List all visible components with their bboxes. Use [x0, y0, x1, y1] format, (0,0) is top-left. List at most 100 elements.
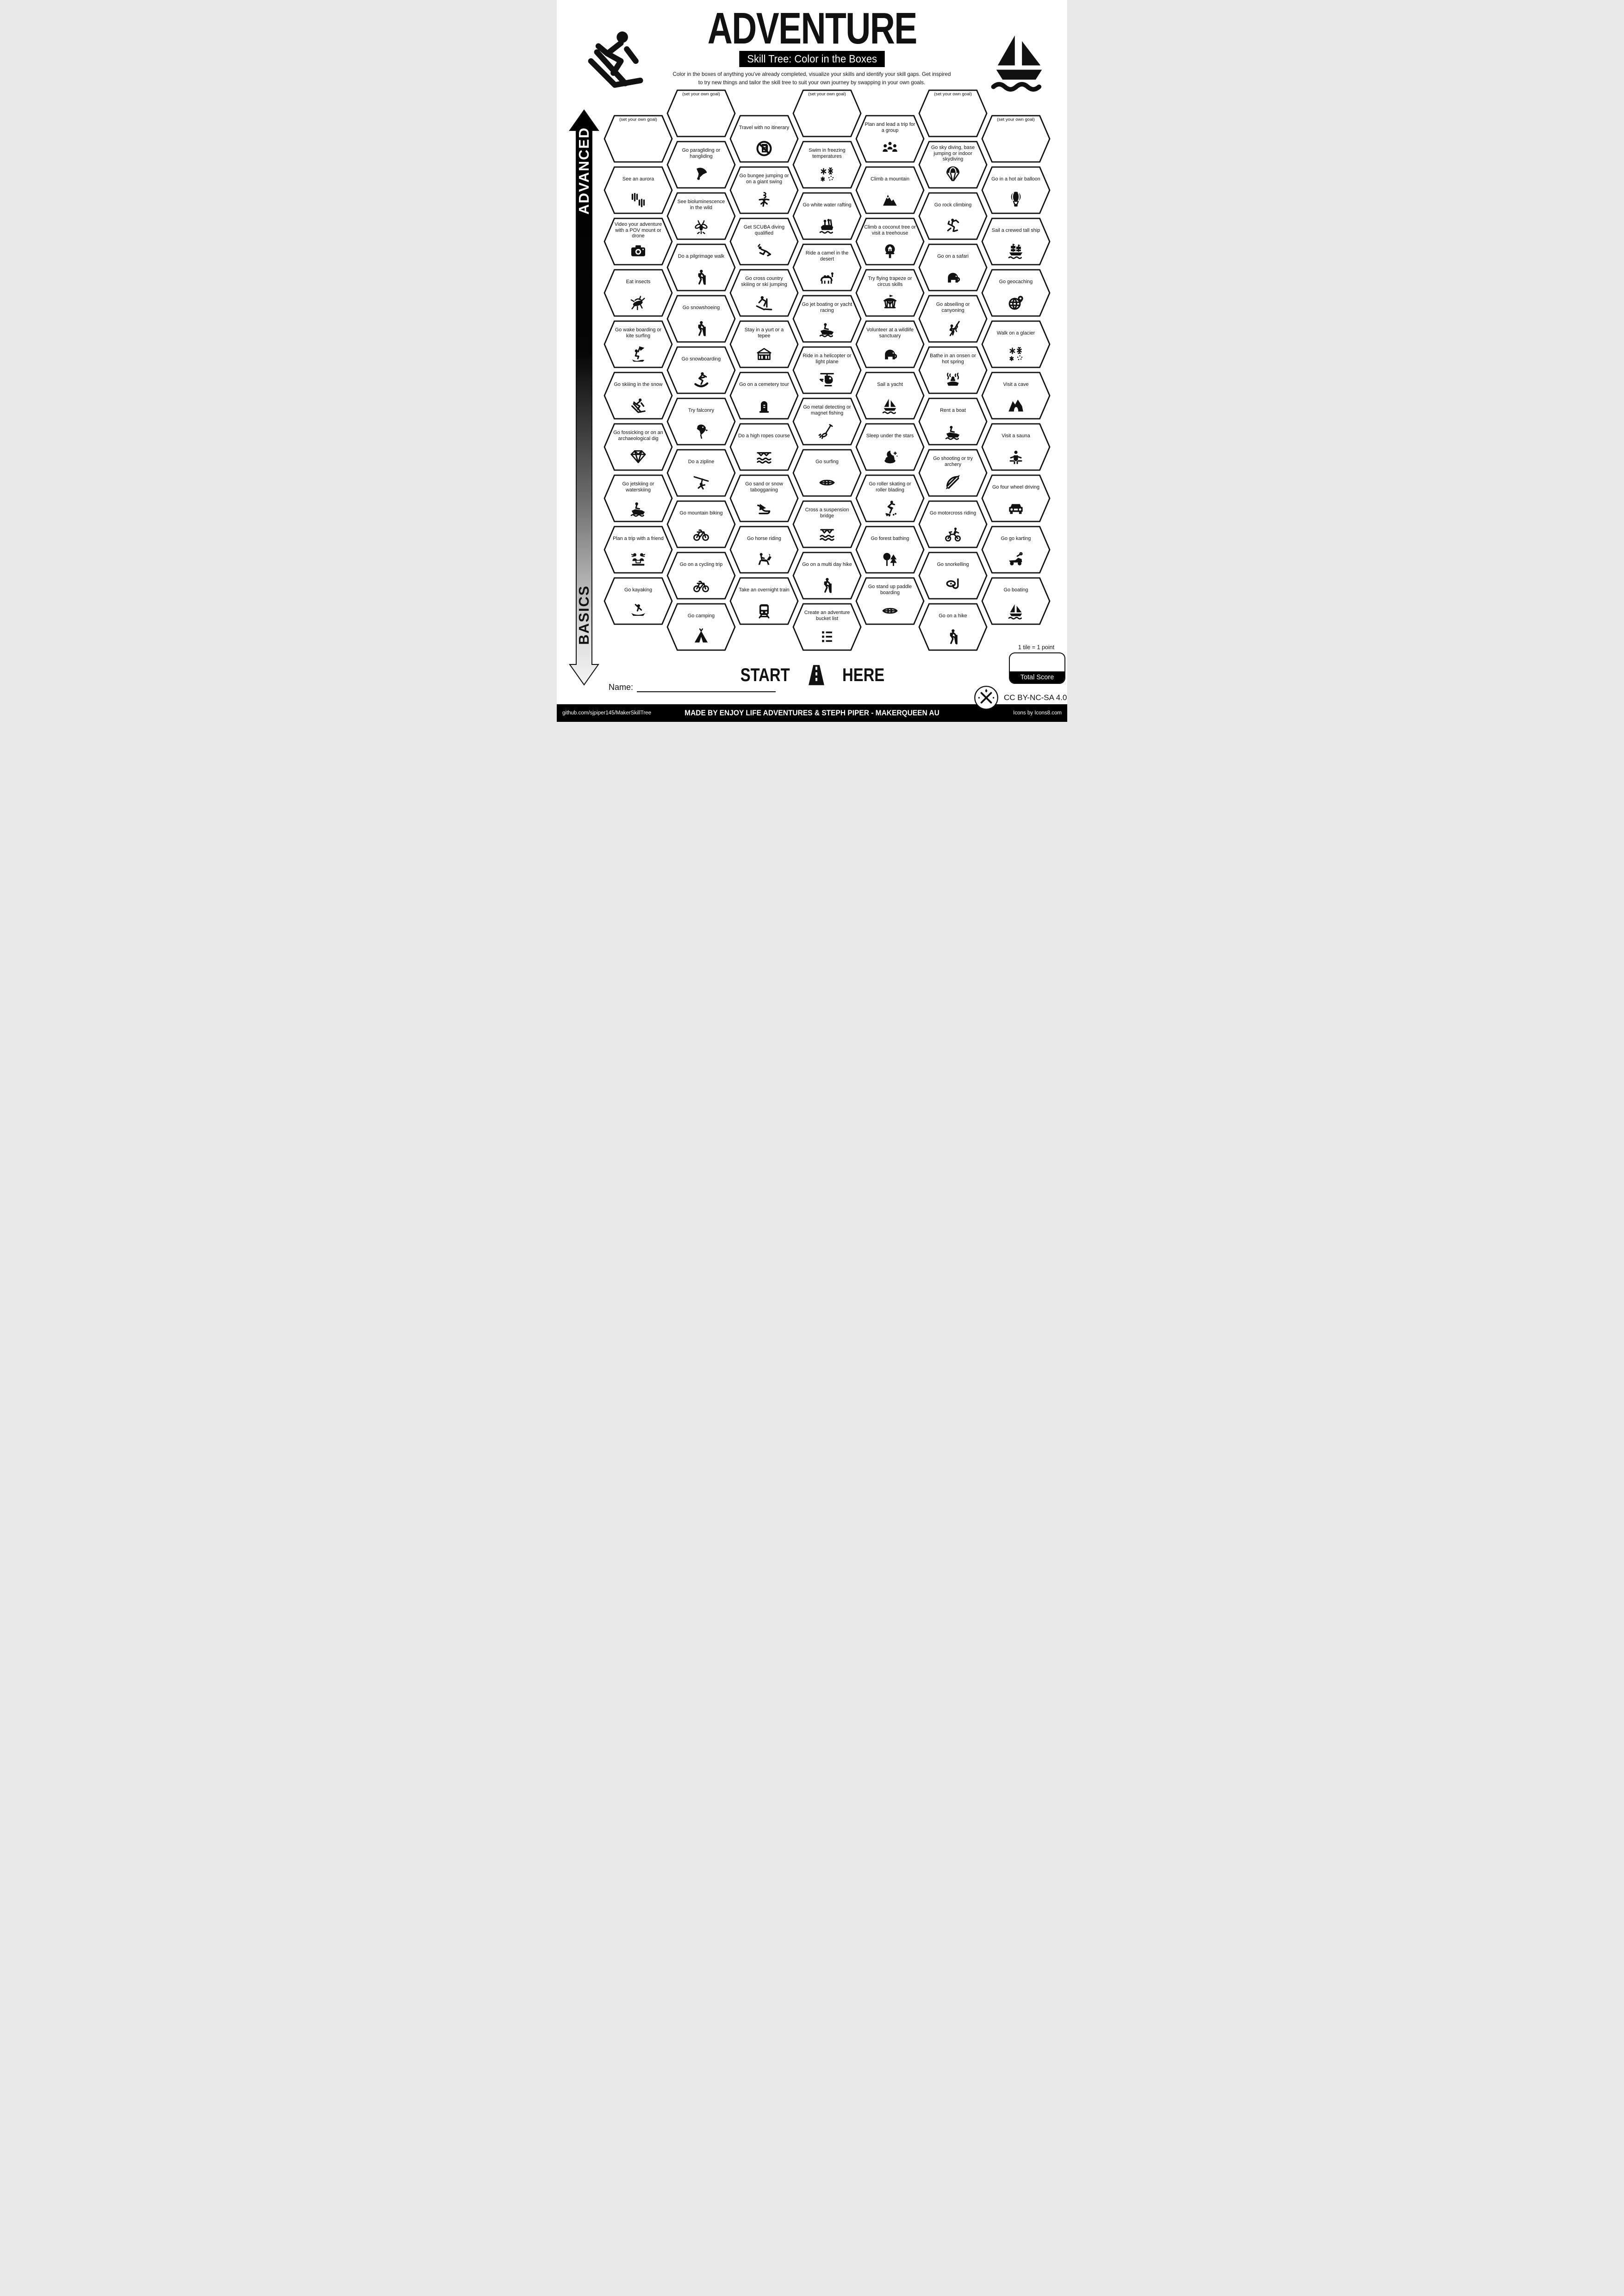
sauna-icon [981, 447, 1051, 467]
hex-swim-in-freezing-temperatures[interactable]: Swim in freezing temperatures [792, 141, 862, 189]
hex-go-abseiling-or-canyoning[interactable]: Go abseiling or canyoning [918, 295, 988, 343]
hex-label: (set your own goal) [934, 92, 972, 97]
name-input-line[interactable] [637, 682, 776, 692]
hex-plan-a-trip-with-a-friend[interactable]: Plan a trip with a friend [604, 526, 673, 574]
hex-go-stand-up-paddle-boarding[interactable]: Go stand up paddle boarding [855, 577, 925, 625]
hex-go-on-a-cycling-trip[interactable]: Go on a cycling trip [666, 552, 736, 600]
hex-go-rock-climbing[interactable]: Go rock climbing [918, 192, 988, 240]
hex-go-camping[interactable]: Go camping [666, 603, 736, 651]
hex-go-snowshoeing[interactable]: Go snowshoeing [666, 295, 736, 343]
hex-outline [729, 217, 799, 266]
hex-set-your-own-goal-c6r1[interactable]: (set your own goal) [918, 89, 988, 137]
metal-detector-icon [792, 421, 862, 441]
abseil-icon [918, 318, 988, 339]
hex-rent-a-boat[interactable]: Rent a boat [918, 397, 988, 446]
hex-visit-a-sauna[interactable]: Visit a sauna [981, 423, 1051, 471]
hex-video-your-adventure-with-a-pov-mount-or-drone[interactable]: Video your adventure with a POV mount or… [604, 217, 673, 266]
motocross-icon [918, 524, 988, 544]
hex-outline [855, 166, 925, 214]
hex-go-sand-or-snow-tabogganing[interactable]: Go sand or snow tabogganing [729, 474, 799, 522]
hex-go-snorkelling[interactable]: Go snorkelling [918, 552, 988, 600]
train-icon [729, 601, 799, 621]
hex-sail-a-yacht[interactable]: Sail a yacht [855, 372, 925, 420]
hex-outline [604, 577, 673, 625]
hex-set-your-own-goal-c1r1[interactable]: (set your own goal) [604, 115, 673, 163]
hex-go-on-a-cemetery-tour[interactable]: Go on a cemetery tour [729, 372, 799, 420]
kitesurf-icon [604, 344, 673, 364]
hex-volunteer-at-a-wildlife-sanctuary[interactable]: Volunteer at a wildlife sanctuary [855, 320, 925, 368]
hex-get-scuba-diving-qualified[interactable]: Get SCUBA diving qualified [729, 217, 799, 266]
hex-go-cross-country-skiiing-or-ski-jumping[interactable]: Go cross country skiiing or ski jumping [729, 269, 799, 317]
hex-label: Go roller skating or roller blading [869, 481, 911, 493]
hex-stay-in-a-yurt-or-a-tepee[interactable]: Stay in a yurt or a tepee [729, 320, 799, 368]
hex-travel-with-no-itinerary[interactable]: Travel with no itinerary [729, 115, 799, 163]
hex-go-go-karting[interactable]: Go go karting [981, 526, 1051, 574]
hex-label: Go kayaking [624, 587, 652, 593]
hex-create-an-adventure-bucket-list[interactable]: Create an adventure bucket list [792, 603, 862, 651]
hex-walk-on-a-glacier[interactable]: Walk on a glacier [981, 320, 1051, 368]
hex-try-falconry[interactable]: Try falconry [666, 397, 736, 446]
hex-bathe-in-an-onsen-or-hot-spring[interactable]: Bathe in an onsen or hot spring [918, 346, 988, 394]
hex-go-fossicking-or-on-an-archaeological-dig[interactable]: Go fossicking or on an archaeological di… [604, 423, 673, 471]
hex-go-mountain-biking[interactable]: Go mountain biking [666, 500, 736, 548]
hex-go-paragliding-or-hangliding[interactable]: Go paragliding or hangliding [666, 141, 736, 189]
hex-sleep-under-the-stars[interactable]: Sleep under the stars [855, 423, 925, 471]
hex-outline [792, 295, 862, 343]
hex-go-kayaking[interactable]: Go kayaking [604, 577, 673, 625]
grasshopper-icon [604, 292, 673, 313]
hex-set-your-own-goal-c7r1[interactable]: (set your own goal) [981, 115, 1051, 163]
hex-do-a-pilgrimage-walk[interactable]: Do a pilgrimage walk [666, 243, 736, 292]
hex-label: Sleep under the stars [866, 433, 914, 439]
hex-see-an-aurora[interactable]: See an aurora [604, 166, 673, 214]
hex-label: Go on a hike [939, 613, 967, 619]
hex-set-your-own-goal-c4r1[interactable]: (set your own goal) [792, 89, 862, 137]
hex-go-jetskiing-or-waterskiing[interactable]: Go jetskiing or waterskiing [604, 474, 673, 522]
hex-plan-and-lead-a-trip-for-a-group[interactable]: Plan and lead a trip for a group [855, 115, 925, 163]
hex-go-four-wheel-driving[interactable]: Go four wheel driving [981, 474, 1051, 522]
hex-label: See an aurora [622, 176, 654, 182]
hex-go-white-water-rafting[interactable]: Go white water rafting [792, 192, 862, 240]
total-score-box[interactable]: Total Score [1009, 652, 1065, 684]
hex-go-on-a-hike[interactable]: Go on a hike [918, 603, 988, 651]
mountain-icon [855, 190, 925, 210]
hex-label: Rent a boat [940, 407, 966, 413]
hex-take-an-overnight-train[interactable]: Take an overnight train [729, 577, 799, 625]
hex-go-in-a-hot-air-balloon[interactable]: Go in a hot air balloon [981, 166, 1051, 214]
hex-go-metal-detecting-or-magnet-fishing[interactable]: Go metal detecting or magnet fishing [792, 397, 862, 446]
hex-set-your-own-goal-c2r1[interactable]: (set your own goal) [666, 89, 736, 137]
hex-go-roller-skating-or-roller-blading[interactable]: Go roller skating or roller blading [855, 474, 925, 522]
hex-go-skiiing-in-the-snow[interactable]: Go skiiing in the snow [604, 372, 673, 420]
hex-do-a-zipline[interactable]: Do a zipline [666, 449, 736, 497]
hex-go-motorcross-riding[interactable]: Go motorcross riding [918, 500, 988, 548]
hex-label: Go snorkelling [937, 561, 969, 567]
hex-go-horse-riding[interactable]: Go horse riding [729, 526, 799, 574]
hex-try-flying-trapeze-or-circus-skills[interactable]: Try flying trapeze or circus skills [855, 269, 925, 317]
hex-climb-a-coconut-tree-or-visit-a-treehouse[interactable]: Climb a coconut tree or visit a treehous… [855, 217, 925, 266]
hex-go-bungee-jumping-or-on-a-giant-swing[interactable]: Go bungee jumping or on a giant swing [729, 166, 799, 214]
hex-climb-a-mountain[interactable]: Climb a mountain [855, 166, 925, 214]
hex-go-wake-boarding-or-kite-surfing[interactable]: Go wake boarding or kite surfing [604, 320, 673, 368]
hex-ride-in-a-helicopter-or-light-plane[interactable]: Ride in a helicopter or light plane [792, 346, 862, 394]
difficulty-axis-arrow: ADVANCED BASICS [569, 109, 599, 686]
hex-do-a-high-ropes-course[interactable]: Do a high ropes course [729, 423, 799, 471]
hex-cross-a-suspension-bridge[interactable]: Cross a suspension bridge [792, 500, 862, 548]
hex-go-on-a-safari[interactable]: Go on a safari [918, 243, 988, 292]
hex-outline [729, 269, 799, 317]
hex-visit-a-cave[interactable]: Visit a cave [981, 372, 1051, 420]
hex-go-shooting-or-try-archery[interactable]: Go shooting or try archery [918, 449, 988, 497]
geocache-icon [981, 292, 1051, 313]
hex-go-surfing[interactable]: Go surfing [792, 449, 862, 497]
hex-label: Go forest bathing [871, 535, 909, 541]
hex-go-geocaching[interactable]: Go geocaching [981, 269, 1051, 317]
hex-go-jet-boating-or-yacht-racing[interactable]: Go jet boating or yacht racing [792, 295, 862, 343]
hex-outline [792, 449, 862, 497]
hex-go-boating[interactable]: Go boating [981, 577, 1051, 625]
hex-see-bioluminescence-in-the-wild[interactable]: See bioluminescence in the wild [666, 192, 736, 240]
hex-go-on-a-multi-day-hike[interactable]: Go on a multi day hike [792, 552, 862, 600]
hex-go-snowboarding[interactable]: Go snowboarding [666, 346, 736, 394]
hex-go-sky-diving-base-jumping-or-indoor-skydiving[interactable]: Go sky diving, base jumping or indoor sk… [918, 141, 988, 189]
hex-ride-a-camel-in-the-desert[interactable]: Ride a camel in the desert [792, 243, 862, 292]
hex-eat-insects[interactable]: Eat insects [604, 269, 673, 317]
hex-sail-a-crewed-tall-ship[interactable]: Sail a crewed tall ship [981, 217, 1051, 266]
hex-go-forest-bathing[interactable]: Go forest bathing [855, 526, 925, 574]
